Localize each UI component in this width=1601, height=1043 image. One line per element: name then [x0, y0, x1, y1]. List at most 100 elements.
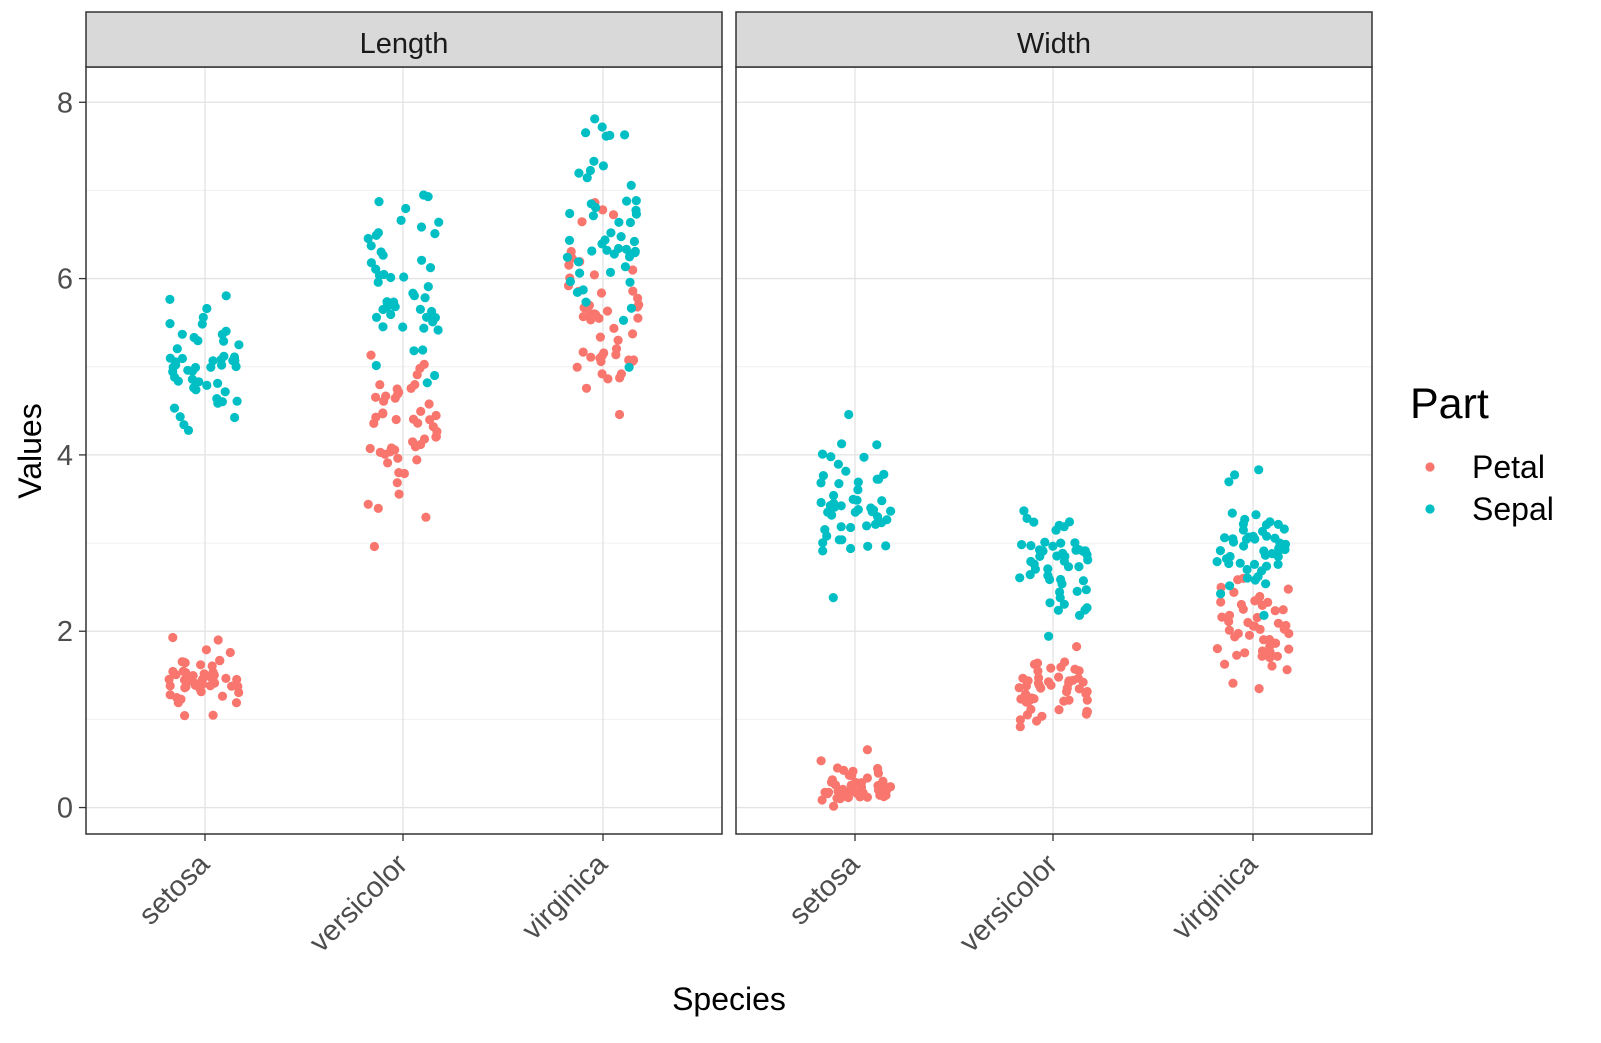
point-sepal-virginica	[1227, 508, 1237, 518]
point-petal-versicolor	[412, 370, 422, 380]
point-petal-virginica	[589, 309, 600, 319]
point-petal-versicolor	[383, 458, 393, 468]
point-sepal-versicolor	[1057, 579, 1067, 589]
point-sepal-virginica	[575, 268, 585, 278]
point-sepal-virginica	[626, 180, 636, 190]
point-petal-virginica	[633, 313, 643, 323]
y-tick-label: 8	[57, 87, 73, 119]
point-petal-virginica	[1267, 661, 1277, 671]
point-sepal-versicolor	[1078, 576, 1088, 586]
point-sepal-versicolor	[371, 312, 382, 322]
point-sepal-versicolor	[423, 192, 433, 202]
facet-strip-label-length: Length	[360, 28, 449, 60]
point-sepal-virginica	[1242, 573, 1253, 583]
point-petal-versicolor	[408, 437, 418, 447]
point-sepal-setosa	[175, 412, 185, 422]
point-petal-virginica	[1259, 635, 1269, 645]
point-sepal-virginica	[620, 130, 630, 140]
point-petal-virginica	[624, 355, 634, 365]
point-petal-versicolor	[413, 418, 423, 428]
point-sepal-setosa	[844, 409, 854, 420]
point-sepal-versicolor	[1080, 605, 1090, 615]
point-petal-setosa	[208, 710, 218, 720]
point-sepal-versicolor	[1056, 538, 1066, 548]
point-sepal-setosa	[826, 452, 836, 462]
point-petal-versicolor	[390, 445, 400, 455]
point-sepal-versicolor	[373, 228, 383, 238]
point-petal-setosa	[880, 783, 890, 793]
point-sepal-setosa	[202, 380, 212, 390]
point-sepal-versicolor	[1052, 551, 1062, 561]
x-tick-label-versicolor: versicolor	[954, 848, 1065, 959]
point-sepal-virginica	[581, 128, 591, 138]
point-petal-versicolor	[1054, 705, 1064, 715]
point-sepal-versicolor	[1022, 513, 1032, 524]
point-sepal-virginica	[1254, 465, 1264, 475]
point-sepal-versicolor	[1070, 538, 1080, 548]
point-sepal-setosa	[863, 541, 873, 551]
point-sepal-setosa	[206, 362, 216, 372]
point-petal-setosa	[823, 789, 833, 799]
point-sepal-versicolor	[1055, 587, 1065, 597]
point-petal-setosa	[851, 788, 862, 798]
point-sepal-setosa	[837, 439, 847, 449]
point-sepal-setosa	[189, 383, 199, 393]
point-sepal-virginica	[616, 232, 626, 242]
point-petal-virginica	[614, 409, 625, 420]
point-sepal-virginica	[1235, 558, 1245, 568]
point-petal-versicolor	[373, 503, 383, 513]
point-sepal-virginica	[1259, 610, 1269, 621]
point-petal-virginica	[595, 332, 606, 342]
point-petal-virginica	[578, 347, 588, 357]
point-sepal-versicolor	[425, 263, 436, 273]
point-sepal-virginica	[581, 297, 591, 307]
point-sepal-virginica	[626, 303, 637, 313]
point-sepal-versicolor	[366, 241, 376, 251]
point-petal-virginica	[608, 210, 619, 220]
point-sepal-setosa	[834, 479, 844, 489]
point-sepal-virginica	[624, 252, 635, 262]
point-sepal-virginica	[572, 287, 583, 297]
point-sepal-virginica	[565, 208, 575, 219]
x-tick-label-virginica: virginica	[1166, 848, 1264, 946]
point-sepal-virginica	[620, 262, 631, 272]
point-sepal-virginica	[1250, 534, 1260, 544]
point-petal-setosa	[817, 795, 827, 805]
point-petal-virginica	[1257, 651, 1267, 661]
point-sepal-virginica	[587, 246, 597, 256]
y-tick-label: 4	[57, 440, 73, 472]
point-sepal-versicolor	[1059, 522, 1069, 532]
legend-label-sepal: Sepal	[1472, 491, 1554, 527]
legend: Part Petal Sepal	[1410, 380, 1554, 527]
point-sepal-virginica	[622, 196, 632, 206]
legend-label-petal: Petal	[1472, 449, 1545, 485]
x-tick-label-setosa: setosa	[133, 848, 217, 932]
point-sepal-setosa	[221, 291, 231, 301]
point-sepal-versicolor	[401, 203, 411, 214]
point-sepal-versicolor	[1048, 541, 1058, 551]
point-sepal-setosa	[850, 507, 860, 517]
point-petal-virginica	[1236, 599, 1246, 610]
point-sepal-setosa	[202, 303, 212, 314]
point-petal-versicolor	[412, 455, 422, 465]
point-petal-versicolor	[1070, 664, 1080, 674]
point-sepal-versicolor	[1072, 586, 1082, 597]
point-petal-setosa	[873, 763, 883, 774]
point-petal-versicolor	[1046, 680, 1056, 690]
point-sepal-versicolor	[419, 323, 429, 333]
point-sepal-virginica	[1228, 534, 1238, 544]
point-petal-virginica	[1212, 644, 1222, 654]
point-petal-virginica	[572, 362, 582, 372]
legend-key-petal	[1425, 462, 1435, 472]
point-sepal-setosa	[876, 518, 887, 528]
point-petal-virginica	[1281, 620, 1291, 631]
point-sepal-virginica	[1238, 525, 1248, 535]
point-petal-virginica	[603, 374, 613, 384]
point-sepal-versicolor	[1045, 598, 1055, 608]
point-sepal-setosa	[171, 360, 181, 370]
point-petal-versicolor	[375, 380, 385, 390]
point-sepal-virginica	[1251, 510, 1261, 520]
point-petal-versicolor	[410, 380, 420, 390]
point-sepal-virginica	[614, 217, 624, 227]
point-sepal-versicolor	[1071, 545, 1081, 555]
